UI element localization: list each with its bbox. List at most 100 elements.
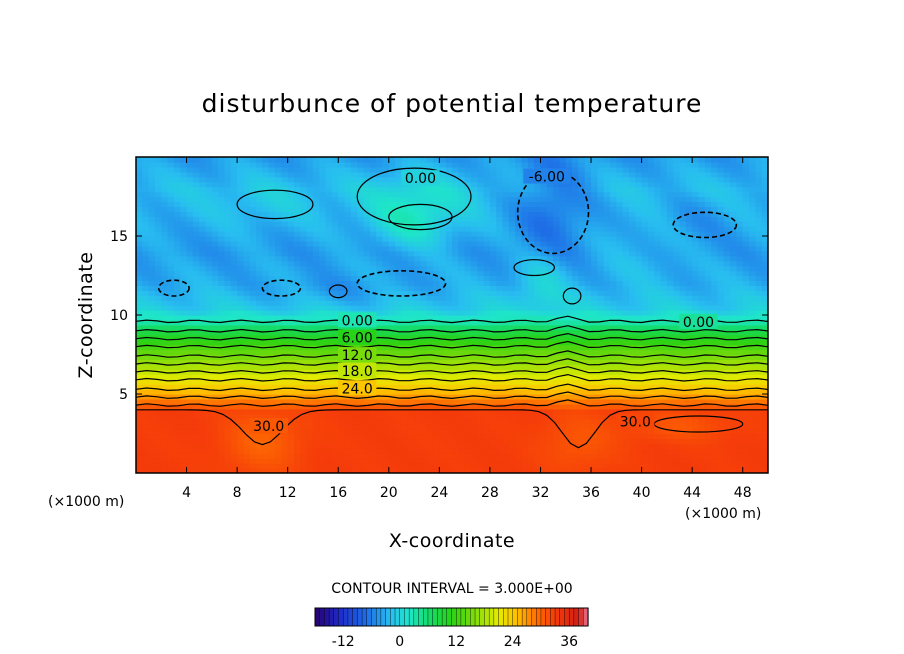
field-cell bbox=[515, 389, 523, 395]
field-cell bbox=[464, 364, 472, 370]
field-cell bbox=[136, 334, 143, 341]
field-cell bbox=[477, 315, 485, 321]
field-cell bbox=[136, 349, 143, 356]
field-cell bbox=[477, 443, 485, 449]
field-cell bbox=[142, 389, 150, 395]
field-cell bbox=[610, 250, 617, 257]
field-cell bbox=[256, 359, 263, 365]
field-cell bbox=[199, 339, 207, 346]
field-cell bbox=[161, 418, 169, 425]
field-cell bbox=[527, 374, 535, 380]
field-cell bbox=[426, 315, 434, 321]
field-cell bbox=[610, 206, 617, 212]
field-cell bbox=[287, 231, 295, 237]
field-cell bbox=[294, 186, 301, 193]
field-cell bbox=[464, 339, 472, 346]
field-cell bbox=[268, 379, 276, 385]
field-cell bbox=[603, 344, 611, 351]
field-cell bbox=[477, 270, 485, 277]
field-cell bbox=[578, 453, 586, 459]
field-cell bbox=[256, 374, 263, 380]
field-cell bbox=[597, 398, 605, 405]
field-cell bbox=[142, 275, 150, 282]
field-cell bbox=[167, 300, 175, 306]
field-cell bbox=[325, 398, 333, 405]
field-cell bbox=[591, 443, 598, 449]
field-cell bbox=[237, 369, 245, 375]
field-cell bbox=[584, 468, 592, 473]
field-cell bbox=[546, 245, 554, 252]
field-cell bbox=[508, 226, 516, 232]
field-cell bbox=[237, 389, 245, 395]
field-cell bbox=[433, 201, 440, 207]
field-cell bbox=[262, 310, 270, 316]
field-cell bbox=[407, 231, 415, 237]
field-cell bbox=[154, 176, 162, 183]
field-cell bbox=[521, 295, 529, 301]
field-cell bbox=[338, 186, 346, 193]
field-cell bbox=[154, 374, 162, 380]
field-cell bbox=[426, 398, 434, 405]
field-cell bbox=[230, 236, 238, 242]
field-cell bbox=[477, 157, 485, 163]
field-cell bbox=[294, 398, 301, 405]
field-cell bbox=[489, 428, 497, 435]
field-cell bbox=[502, 339, 510, 346]
field-cell bbox=[489, 275, 497, 282]
field-cell bbox=[508, 359, 516, 365]
field-cell bbox=[319, 300, 327, 306]
field-cell bbox=[230, 255, 238, 262]
field-cell bbox=[603, 285, 611, 291]
field-cell bbox=[199, 443, 207, 449]
field-cell bbox=[325, 186, 333, 193]
field-cell bbox=[192, 403, 200, 410]
field-cell bbox=[502, 171, 510, 178]
field-cell bbox=[483, 181, 491, 188]
field-cell bbox=[237, 196, 245, 203]
field-cell bbox=[382, 216, 390, 222]
field-cell bbox=[452, 334, 459, 341]
field-cell bbox=[616, 448, 624, 454]
field-cell bbox=[319, 280, 327, 286]
field-cell bbox=[616, 379, 624, 385]
field-cell bbox=[508, 245, 516, 252]
field-cell bbox=[414, 458, 421, 464]
field-cell bbox=[578, 255, 586, 262]
field-cell bbox=[376, 403, 384, 410]
field-cell bbox=[508, 310, 516, 316]
field-cell bbox=[616, 245, 624, 252]
field-cell bbox=[230, 389, 238, 395]
field-cell bbox=[154, 315, 162, 321]
field-cell bbox=[224, 453, 232, 459]
field-cell bbox=[584, 181, 592, 188]
field-cell bbox=[205, 181, 213, 188]
field-cell bbox=[559, 191, 567, 198]
field-cell bbox=[470, 453, 478, 459]
field-cell bbox=[603, 448, 611, 454]
field-cell bbox=[363, 201, 371, 207]
field-cell bbox=[477, 398, 485, 405]
field-cell bbox=[256, 265, 263, 272]
field-cell bbox=[205, 448, 213, 454]
field-cell bbox=[167, 423, 175, 430]
field-cell bbox=[591, 458, 598, 464]
field-cell bbox=[578, 191, 586, 198]
field-cell bbox=[262, 186, 270, 193]
field-cell bbox=[312, 260, 320, 267]
field-cell bbox=[407, 329, 415, 336]
field-cell bbox=[502, 428, 510, 435]
field-cell bbox=[464, 285, 472, 291]
field-cell bbox=[243, 354, 251, 361]
field-cell bbox=[388, 186, 396, 193]
field-cell bbox=[154, 349, 162, 356]
field-cell bbox=[306, 260, 314, 267]
field-cell bbox=[603, 206, 611, 212]
field-cell bbox=[502, 206, 510, 212]
field-cell bbox=[477, 206, 485, 212]
field-cell bbox=[553, 157, 561, 163]
field-cell bbox=[344, 290, 352, 296]
field-cell bbox=[300, 236, 308, 242]
field-cell bbox=[452, 389, 459, 395]
field-cell bbox=[167, 305, 175, 311]
field-cell bbox=[142, 448, 150, 454]
